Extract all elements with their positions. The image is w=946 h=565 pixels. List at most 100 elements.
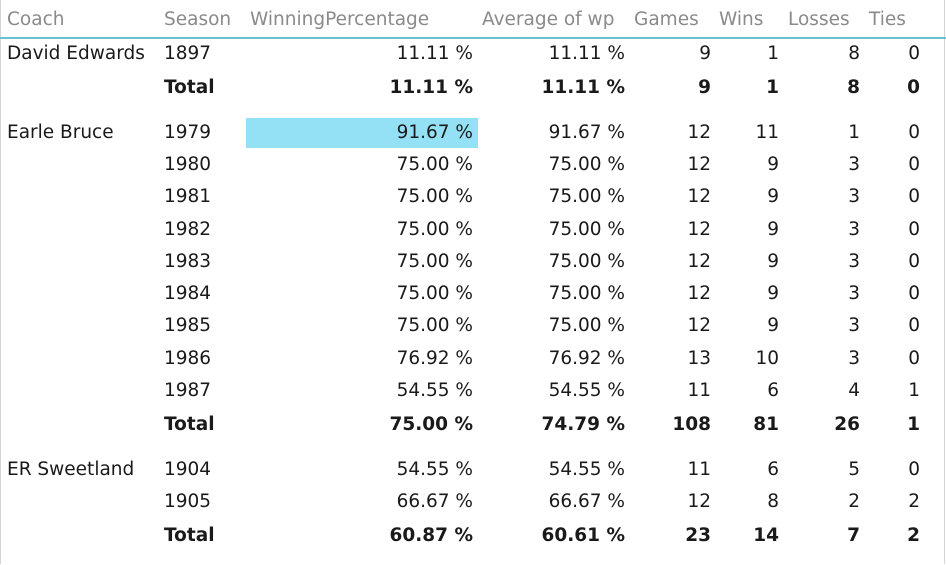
total-winning-percentage[interactable]: 11.11 % [389,76,474,98]
games-cell[interactable]: 12 [687,153,711,175]
average-wp-cell[interactable]: 66.67 % [548,490,625,512]
season-cell[interactable]: 1984 [164,283,212,305]
wins-cell[interactable]: 9 [767,315,779,337]
winning-percentage-cell[interactable]: 11.11 % [396,43,473,64]
season-cell[interactable]: 1986 [164,347,212,369]
total-losses[interactable]: 26 [834,413,860,435]
season-cell[interactable]: 1905 [164,490,212,512]
losses-cell[interactable]: 3 [848,218,860,240]
average-wp-cell[interactable]: 11.11 % [548,43,625,64]
season-cell[interactable]: 1982 [164,218,212,240]
wins-cell[interactable]: 9 [767,186,779,208]
ties-cell[interactable]: 2 [908,490,920,512]
average-wp-cell[interactable]: 76.92 % [548,347,625,369]
losses-cell[interactable]: 3 [848,186,860,208]
total-ties[interactable]: 2 [907,524,920,546]
average-wp-cell[interactable]: 54.55 % [548,380,625,401]
games-cell[interactable]: 12 [687,283,711,305]
ties-cell[interactable]: 0 [908,283,920,305]
wins-cell[interactable]: 9 [767,218,779,240]
season-cell[interactable]: 1897 [164,43,212,64]
total-winning-percentage[interactable]: 75.00 % [389,413,474,435]
season-cell[interactable]: 1985 [164,315,212,337]
winning-percentage-cell[interactable]: 66.67 % [396,490,473,512]
games-cell[interactable]: 9 [699,43,711,64]
games-cell[interactable]: 13 [687,347,711,369]
total-ties[interactable]: 0 [907,76,920,98]
wins-cell[interactable]: 6 [767,458,779,480]
losses-cell[interactable]: 1 [848,121,860,143]
wins-cell[interactable]: 8 [767,490,779,512]
ties-cell[interactable]: 1 [908,380,920,401]
winning-percentage-cell[interactable]: 75.00 % [396,250,473,272]
losses-cell[interactable]: 3 [848,153,860,175]
total-games[interactable]: 9 [698,76,711,98]
total-wins[interactable]: 1 [766,76,779,98]
total-losses[interactable]: 7 [847,524,860,546]
column-header-wins[interactable]: Wins [719,9,764,30]
total-average-wp[interactable]: 11.11 % [541,76,626,98]
ties-cell[interactable]: 0 [908,43,920,64]
average-wp-cell[interactable]: 75.00 % [548,250,625,272]
losses-cell[interactable]: 2 [848,490,860,512]
coach-cell[interactable]: ER Sweetland [7,458,135,480]
column-header-losses[interactable]: Losses [788,9,850,30]
column-header-ties[interactable]: Ties [869,9,906,30]
total-ties[interactable]: 1 [907,413,920,435]
winning-percentage-cell[interactable]: 75.00 % [396,186,473,208]
column-header-games[interactable]: Games [634,9,699,30]
column-header-season[interactable]: Season [164,9,232,30]
ties-cell[interactable]: 0 [908,218,920,240]
total-label[interactable]: Total [164,413,215,435]
winning-percentage-cell[interactable]: 75.00 % [396,218,473,240]
total-wins[interactable]: 81 [753,413,779,435]
column-header-winning-percentage[interactable]: WinningPercentage [250,9,430,30]
average-wp-cell[interactable]: 54.55 % [548,458,625,480]
games-cell[interactable]: 12 [687,121,711,143]
total-winning-percentage[interactable]: 60.87 % [389,524,474,546]
wins-cell[interactable]: 6 [767,380,779,401]
ties-cell[interactable]: 0 [908,315,920,337]
losses-cell[interactable]: 3 [848,250,860,272]
coach-cell[interactable]: Earle Bruce [7,121,114,143]
average-wp-cell[interactable]: 75.00 % [548,218,625,240]
total-games[interactable]: 23 [685,524,711,546]
total-losses[interactable]: 8 [847,76,860,98]
winning-percentage-cell[interactable]: 91.67 % [246,117,478,148]
ties-cell[interactable]: 0 [908,153,920,175]
total-average-wp[interactable]: 60.61 % [541,524,626,546]
total-label[interactable]: Total [164,524,215,546]
total-games[interactable]: 108 [672,413,711,435]
games-cell[interactable]: 11 [687,380,711,401]
average-wp-cell[interactable]: 75.00 % [548,315,625,337]
column-header-average-of-wp[interactable]: Average of wp [482,9,615,30]
games-cell[interactable]: 11 [687,458,711,480]
games-cell[interactable]: 12 [687,186,711,208]
losses-cell[interactable]: 4 [848,380,860,401]
wins-cell[interactable]: 9 [767,153,779,175]
column-header-coach[interactable]: Coach [7,9,65,30]
winning-percentage-cell[interactable]: 75.00 % [396,315,473,337]
average-wp-cell[interactable]: 75.00 % [548,153,625,175]
ties-cell[interactable]: 0 [908,458,920,480]
season-cell[interactable]: 1983 [164,250,212,272]
wins-cell[interactable]: 10 [755,347,779,369]
ties-cell[interactable]: 0 [908,186,920,208]
average-wp-cell[interactable]: 75.00 % [548,283,625,305]
games-cell[interactable]: 12 [687,315,711,337]
ties-cell[interactable]: 0 [908,347,920,369]
losses-cell[interactable]: 3 [848,315,860,337]
losses-cell[interactable]: 3 [848,347,860,369]
games-cell[interactable]: 12 [687,490,711,512]
winning-percentage-cell[interactable]: 75.00 % [396,153,473,175]
season-cell[interactable]: 1981 [164,186,212,208]
losses-cell[interactable]: 8 [848,43,860,64]
wins-cell[interactable]: 9 [767,250,779,272]
games-cell[interactable]: 12 [687,218,711,240]
season-cell[interactable]: 1987 [164,380,212,401]
wins-cell[interactable]: 11 [755,121,779,143]
ties-cell[interactable]: 0 [908,250,920,272]
ties-cell[interactable]: 0 [908,121,920,143]
wins-cell[interactable]: 9 [767,283,779,305]
winning-percentage-cell[interactable]: 54.55 % [396,458,473,480]
